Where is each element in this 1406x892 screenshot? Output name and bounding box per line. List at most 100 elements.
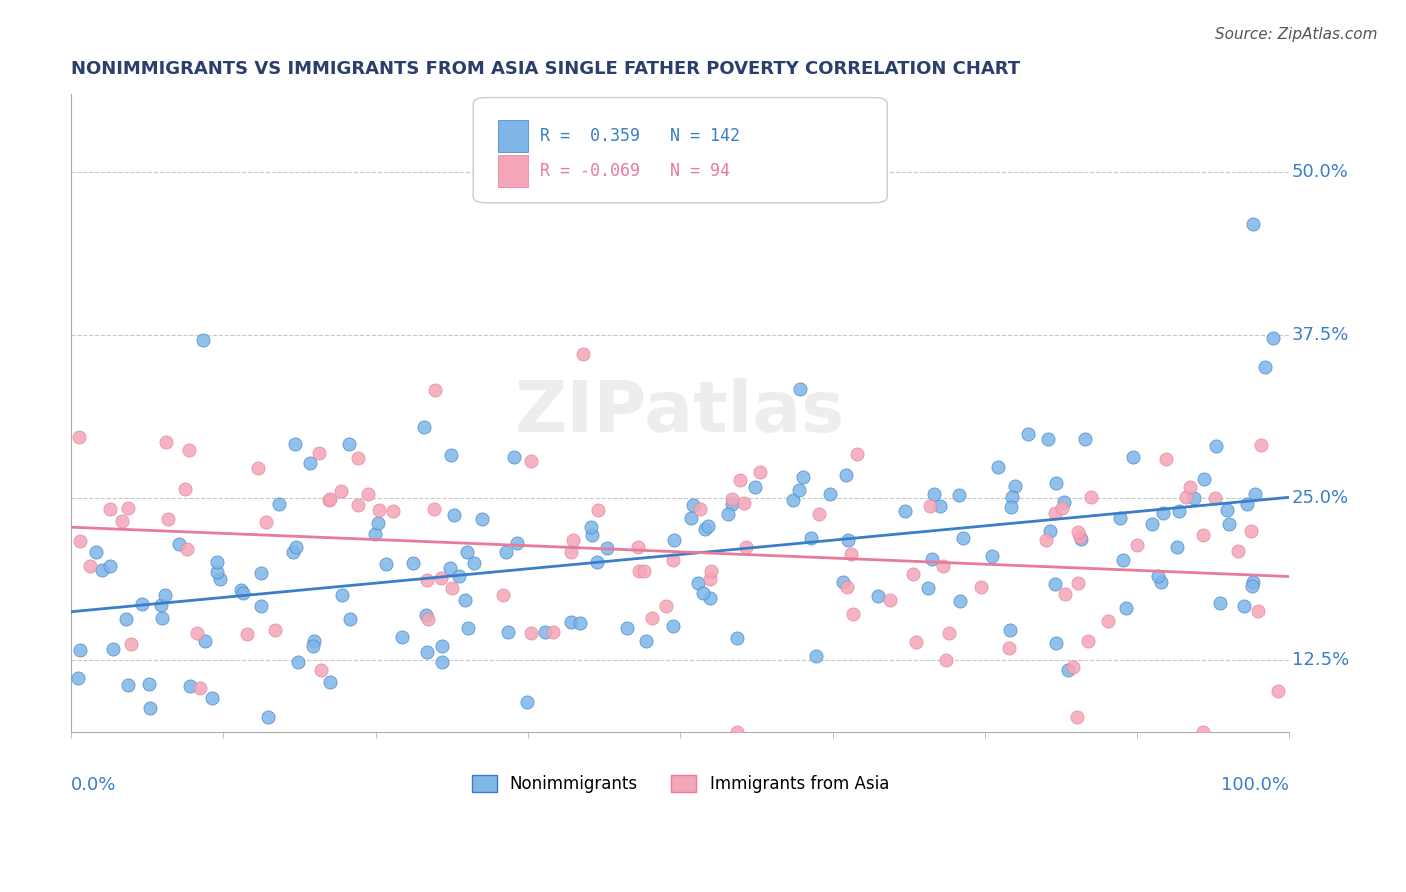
Immigrants from Asia <box>1066 710 1088 724</box>
Nonimmigrants <box>1056 663 1078 677</box>
Nonimmigrants <box>987 460 1010 475</box>
Nonimmigrants <box>868 589 890 603</box>
Nonimmigrants <box>1150 575 1173 590</box>
Immigrants from Asia <box>117 501 139 516</box>
Immigrants from Asia <box>79 558 101 573</box>
Text: 50.0%: 50.0% <box>1292 163 1348 181</box>
Nonimmigrants <box>1045 636 1067 650</box>
Nonimmigrants <box>699 591 721 606</box>
Nonimmigrants <box>1167 504 1189 518</box>
Immigrants from Asia <box>264 623 287 637</box>
Nonimmigrants <box>208 572 231 586</box>
Immigrants from Asia <box>1125 538 1147 552</box>
Nonimmigrants <box>616 621 638 635</box>
Immigrants from Asia <box>641 611 664 625</box>
Immigrants from Asia <box>120 637 142 651</box>
Immigrants from Asia <box>381 504 404 518</box>
Nonimmigrants <box>256 710 278 724</box>
Immigrants from Asia <box>561 533 583 547</box>
Nonimmigrants <box>693 522 716 536</box>
Text: R =  0.359   N = 142: R = 0.359 N = 142 <box>540 127 740 145</box>
Nonimmigrants <box>1182 491 1205 505</box>
Nonimmigrants <box>1218 517 1240 532</box>
Nonimmigrants <box>929 500 952 514</box>
Immigrants from Asia <box>440 581 463 595</box>
Nonimmigrants <box>1147 568 1170 582</box>
Nonimmigrants <box>457 621 479 635</box>
Nonimmigrants <box>330 588 353 602</box>
Nonimmigrants <box>820 487 842 501</box>
Text: ZIPatlas: ZIPatlas <box>515 378 845 448</box>
Immigrants from Asia <box>1054 587 1077 601</box>
Immigrants from Asia <box>839 547 862 561</box>
Nonimmigrants <box>1122 450 1144 464</box>
Nonimmigrants <box>1045 476 1067 491</box>
Immigrants from Asia <box>1069 530 1091 544</box>
Immigrants from Asia <box>246 460 269 475</box>
Nonimmigrants <box>744 480 766 494</box>
Nonimmigrants <box>893 504 915 518</box>
Nonimmigrants <box>454 593 477 607</box>
Immigrants from Asia <box>588 503 610 517</box>
Nonimmigrants <box>560 615 582 629</box>
Immigrants from Asia <box>254 515 277 529</box>
Nonimmigrants <box>721 496 744 510</box>
Nonimmigrants <box>287 655 309 669</box>
Nonimmigrants <box>98 558 121 573</box>
Nonimmigrants <box>1039 524 1062 539</box>
Nonimmigrants <box>150 611 173 625</box>
Nonimmigrants <box>416 645 439 659</box>
Immigrants from Asia <box>1067 576 1090 591</box>
Nonimmigrants <box>1108 511 1130 525</box>
Nonimmigrants <box>837 533 859 547</box>
Nonimmigrants <box>302 640 325 654</box>
Immigrants from Asia <box>1239 524 1261 538</box>
Nonimmigrants <box>139 701 162 715</box>
Nonimmigrants <box>339 612 361 626</box>
Immigrants from Asia <box>318 491 340 506</box>
Immigrants from Asia <box>1175 490 1198 504</box>
Immigrants from Asia <box>654 599 676 613</box>
Nonimmigrants <box>281 544 304 558</box>
Immigrants from Asia <box>689 502 711 516</box>
Nonimmigrants <box>717 507 740 521</box>
Nonimmigrants <box>201 690 224 705</box>
Immigrants from Asia <box>1062 660 1084 674</box>
Nonimmigrants <box>725 631 748 645</box>
Nonimmigrants <box>1070 532 1092 546</box>
Nonimmigrants <box>835 467 858 482</box>
Nonimmigrants <box>153 587 176 601</box>
Nonimmigrants <box>568 615 591 630</box>
Immigrants from Asia <box>1191 724 1213 739</box>
Nonimmigrants <box>503 450 526 464</box>
Nonimmigrants <box>101 642 124 657</box>
Immigrants from Asia <box>67 430 90 444</box>
Immigrants from Asia <box>1080 490 1102 504</box>
Immigrants from Asia <box>423 501 446 516</box>
Nonimmigrants <box>806 649 828 664</box>
Nonimmigrants <box>596 541 619 555</box>
Immigrants from Asia <box>938 625 960 640</box>
Nonimmigrants <box>443 508 465 523</box>
Nonimmigrants <box>1111 553 1133 567</box>
Immigrants from Asia <box>1050 501 1073 516</box>
Nonimmigrants <box>581 519 603 533</box>
Nonimmigrants <box>1152 506 1174 520</box>
Nonimmigrants <box>207 556 229 570</box>
Immigrants from Asia <box>430 571 453 585</box>
Immigrants from Asia <box>699 572 721 586</box>
Nonimmigrants <box>194 633 217 648</box>
Nonimmigrants <box>232 586 254 600</box>
Text: R = -0.069   N = 94: R = -0.069 N = 94 <box>540 161 730 180</box>
Nonimmigrants <box>980 549 1002 563</box>
Immigrants from Asia <box>879 593 901 607</box>
Nonimmigrants <box>375 558 398 572</box>
Immigrants from Asia <box>920 499 942 513</box>
Nonimmigrants <box>115 612 138 626</box>
Immigrants from Asia <box>179 442 201 457</box>
Nonimmigrants <box>1004 478 1026 492</box>
Immigrants from Asia <box>935 653 957 667</box>
Immigrants from Asia <box>725 724 748 739</box>
Immigrants from Asia <box>1067 525 1090 540</box>
Nonimmigrants <box>1140 517 1163 532</box>
